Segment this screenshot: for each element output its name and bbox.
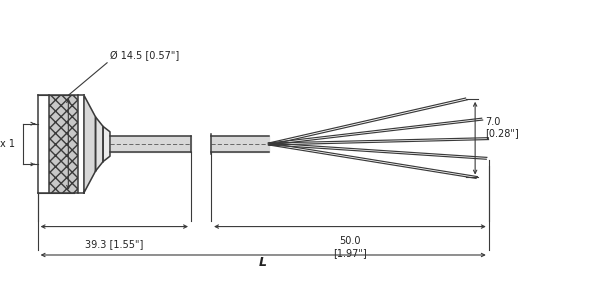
Bar [50,95,78,193]
Text: L: L [259,256,267,269]
Polygon shape [84,95,96,193]
Text: 39.3 [1.55"]: 39.3 [1.55"] [85,239,143,249]
Text: Ø 14.5 [0.57"]: Ø 14.5 [0.57"] [110,51,179,61]
Text: M12 x 1: M12 x 1 [0,139,15,149]
Polygon shape [96,117,103,171]
Polygon shape [103,126,110,162]
Text: 50.0
[1.97"]: 50.0 [1.97"] [333,236,367,258]
Text: 7.0
[0.28"]: 7.0 [0.28"] [486,117,519,138]
